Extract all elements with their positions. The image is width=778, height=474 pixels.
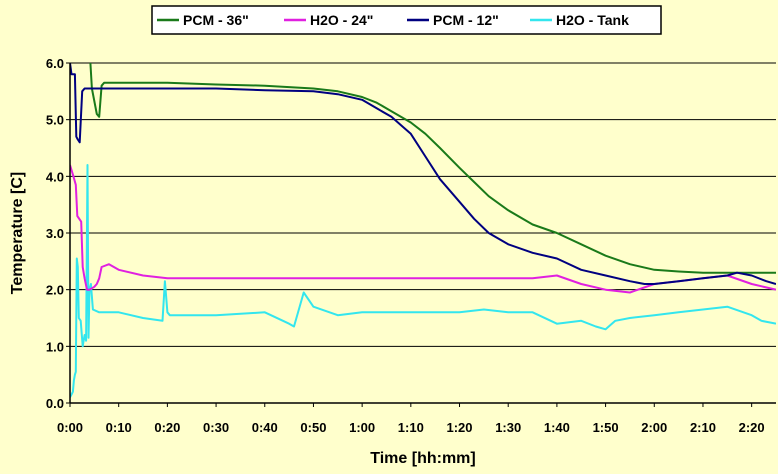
series-line-1 bbox=[70, 164, 776, 294]
series-layer bbox=[70, 63, 776, 398]
series-line-0 bbox=[89, 63, 776, 274]
tick-labels: 0.0 1.0 2.0 3.0 4.0 5.0 6.0 0:00 0:10 0:20 0:30 0:4… bbox=[46, 56, 765, 435]
y-tick-label-1: 1.0 bbox=[46, 339, 64, 354]
x-tick-label-9: 1:30 bbox=[495, 420, 521, 435]
y-tick-label-5: 5.0 bbox=[46, 113, 64, 128]
series-line-2 bbox=[70, 63, 776, 285]
x-tick-label-4: 0:40 bbox=[252, 420, 278, 435]
x-tick-label-8: 1:20 bbox=[447, 420, 473, 435]
x-tick-label-7: 1:10 bbox=[398, 420, 424, 435]
x-tick-label-11: 1:50 bbox=[593, 420, 619, 435]
legend-box bbox=[151, 5, 662, 35]
x-axis-title: Time [hh:mm] bbox=[370, 450, 475, 467]
x-tick-label-2: 0:20 bbox=[154, 420, 180, 435]
gridlines bbox=[70, 62, 776, 347]
legend-label-2: PCM - 12" bbox=[433, 12, 499, 28]
x-tick-label-0: 0:00 bbox=[57, 420, 83, 435]
x-tick-label-1: 0:10 bbox=[106, 420, 132, 435]
x-tick-label-5: 0:50 bbox=[300, 420, 326, 435]
x-tick-label-3: 0:30 bbox=[203, 420, 229, 435]
y-tick-label-2: 2.0 bbox=[46, 283, 64, 298]
x-tick-label-12: 2:00 bbox=[641, 420, 667, 435]
series-line-3 bbox=[70, 164, 776, 398]
legend-label-0: PCM - 36" bbox=[183, 12, 249, 28]
y-tick-label-0: 0.0 bbox=[46, 396, 64, 411]
legend: PCM - 36" H2O - 24" PCM - 12" H2O - Tank bbox=[151, 5, 662, 35]
y-tick-label-6: 6.0 bbox=[46, 56, 64, 71]
legend-label-3: H2O - Tank bbox=[556, 12, 629, 28]
y-tick-label-3: 3.0 bbox=[46, 226, 64, 241]
x-tick-label-14: 2:20 bbox=[739, 420, 765, 435]
legend-label-1: H2O - 24" bbox=[310, 12, 373, 28]
x-tick-label-13: 2:10 bbox=[690, 420, 716, 435]
y-axis-title: Temperature [C] bbox=[9, 172, 26, 294]
x-tick-label-6: 1:00 bbox=[349, 420, 375, 435]
y-tick-label-4: 4.0 bbox=[46, 169, 64, 184]
axes bbox=[66, 62, 776, 407]
x-tick-label-10: 1:40 bbox=[544, 420, 570, 435]
